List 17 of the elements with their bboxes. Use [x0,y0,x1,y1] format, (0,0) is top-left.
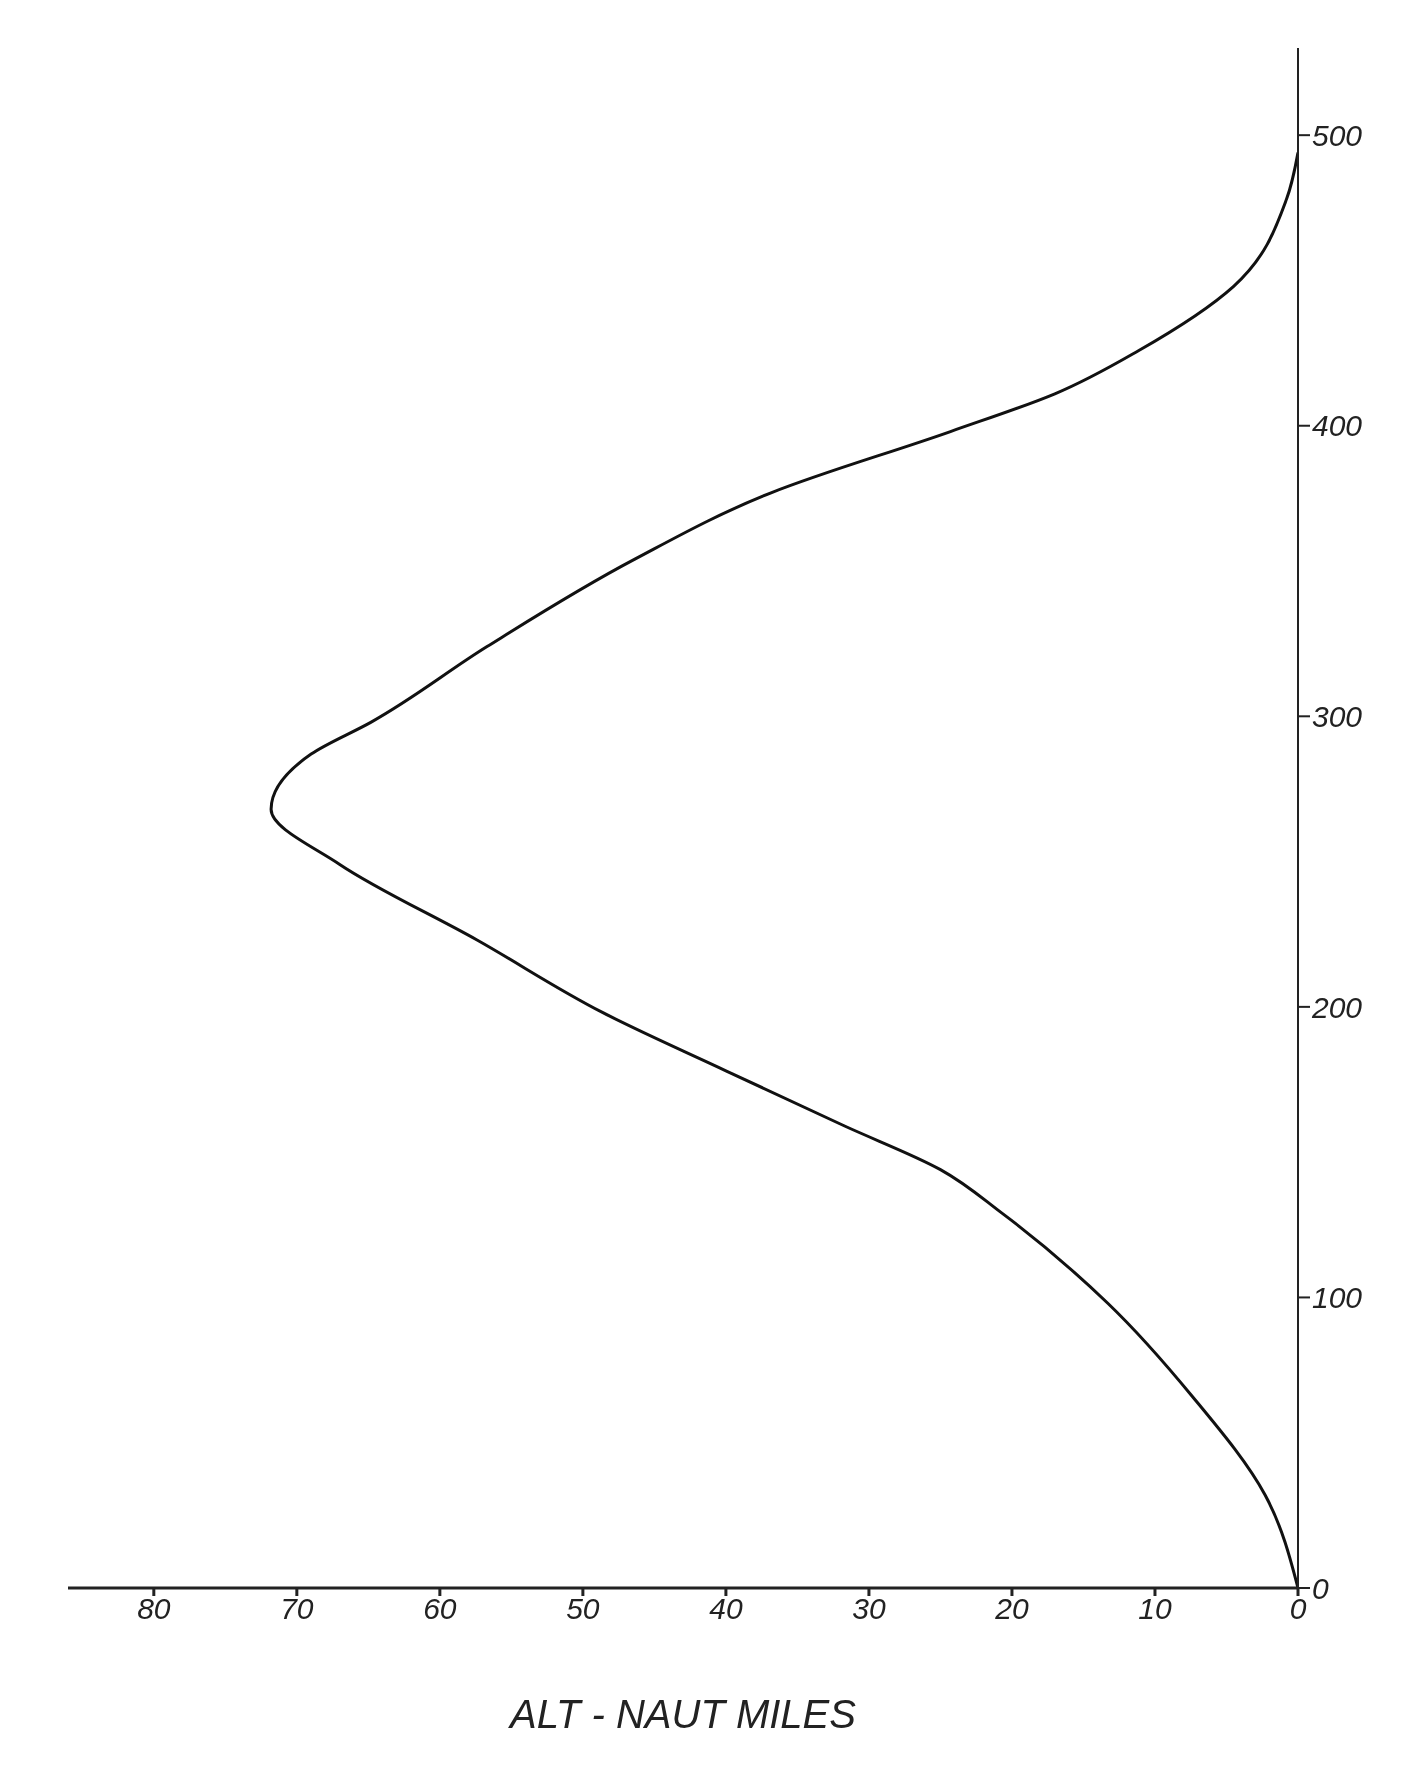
x-tick-label: 0 [1289,1592,1307,1626]
y-tick-label: 100 [1312,1281,1363,1315]
x-tick-label: 50 [566,1592,600,1626]
x-tick-label: 10 [1138,1592,1172,1626]
x-tick-label: 20 [994,1592,1029,1626]
x-tick-label: 80 [137,1592,171,1626]
y-tick-label: 200 [1311,990,1363,1024]
x-tick-label: 40 [709,1592,743,1626]
y-tick-label: 0 [1312,1571,1329,1605]
y-tick-label: 500 [1312,118,1363,152]
line-series [269,151,1298,1588]
y-tick-label: 300 [1312,699,1363,733]
x-axis-title: ALT - NAUT MILES [508,1692,857,1736]
x-tick-label: 60 [423,1592,457,1626]
y-tick-label: 400 [1312,409,1363,443]
x-tick-label: 30 [852,1592,886,1626]
x-tick-label: 70 [280,1592,314,1626]
